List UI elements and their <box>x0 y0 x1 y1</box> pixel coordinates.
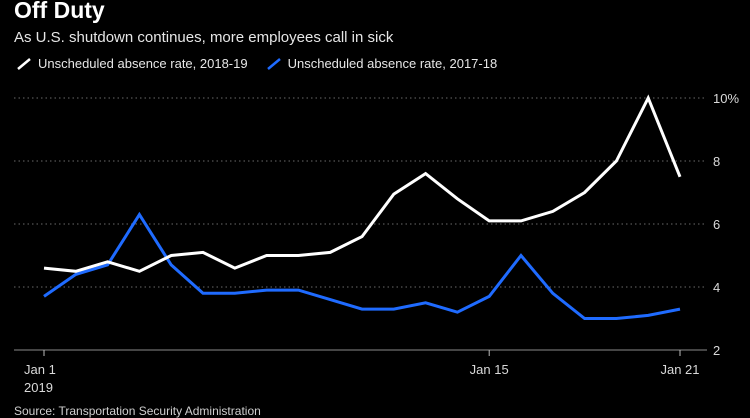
x-tick-label-2: Jan 21 <box>660 362 699 377</box>
legend-label-2017-18: Unscheduled absence rate, 2017-18 <box>287 56 498 71</box>
chart-title: Off Duty <box>14 0 105 23</box>
series-line-1 <box>43 211 681 320</box>
chart-subtitle: As U.S. shutdown continues, more employe… <box>14 29 394 46</box>
series-line-0 <box>43 94 682 273</box>
legend-item-2018-19: Unscheduled absence rate, 2018-19 <box>16 56 248 71</box>
legend-item-2017-18: Unscheduled absence rate, 2017-18 <box>266 56 498 71</box>
x-tick-label-0: Jan 1 <box>24 362 56 377</box>
y-tick-label-10: 10% <box>713 91 739 106</box>
x-tick-label-1: Jan 15 <box>470 362 509 377</box>
y-tick-label-2: 2 <box>713 343 720 358</box>
y-tick-label-6: 6 <box>713 217 720 232</box>
y-tick-label-8: 8 <box>713 154 720 169</box>
legend-swatch-white <box>17 57 31 70</box>
x-tick-sublabel-0: 2019 <box>24 380 53 395</box>
legend: Unscheduled absence rate, 2018-19 Unsche… <box>16 56 515 71</box>
legend-label-2018-19: Unscheduled absence rate, 2018-19 <box>38 56 248 71</box>
y-tick-label-4: 4 <box>713 280 720 295</box>
source-note: Source: Transportation Security Administ… <box>14 404 261 418</box>
legend-swatch-blue <box>266 57 281 70</box>
